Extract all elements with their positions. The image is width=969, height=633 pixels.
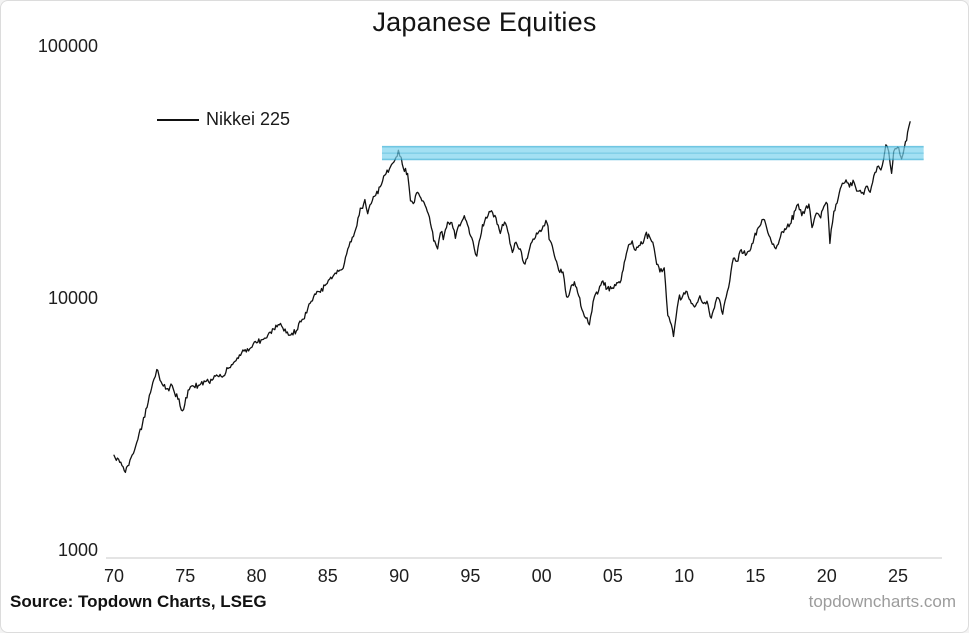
x-axis-tick-label: 15 [745,566,765,586]
x-axis-tick-label: 70 [104,566,124,586]
x-axis-tick-label: 20 [817,566,837,586]
legend-line-swatch-icon [157,118,199,121]
y-axis-tick-label: 100000 [38,36,98,56]
nikkei-price-line [113,121,911,474]
x-axis-tick-label: 80 [247,566,267,586]
x-axis-tick-label: 25 [888,566,908,586]
watermark-text: topdowncharts.com [808,592,956,611]
x-axis-tick-label: 10 [674,566,694,586]
x-axis-tick-label: 90 [389,566,409,586]
legend-label: Nikkei 225 [206,109,291,129]
x-axis-tick-label: 75 [175,566,195,586]
x-axis-tick-label: 00 [532,566,552,586]
legend: Nikkei 225 [157,109,290,130]
x-axis-tick-label: 85 [318,566,338,586]
chart-title: Japanese Equities [372,7,597,37]
x-axis-tick-label: 05 [603,566,623,586]
x-axis-tick-label: 95 [460,566,480,586]
y-axis-tick-label: 10000 [48,288,98,308]
source-text: Source: Topdown Charts, LSEG [10,592,267,611]
resistance-band [381,145,924,161]
y-axis-tick-label: 1000 [58,540,98,560]
